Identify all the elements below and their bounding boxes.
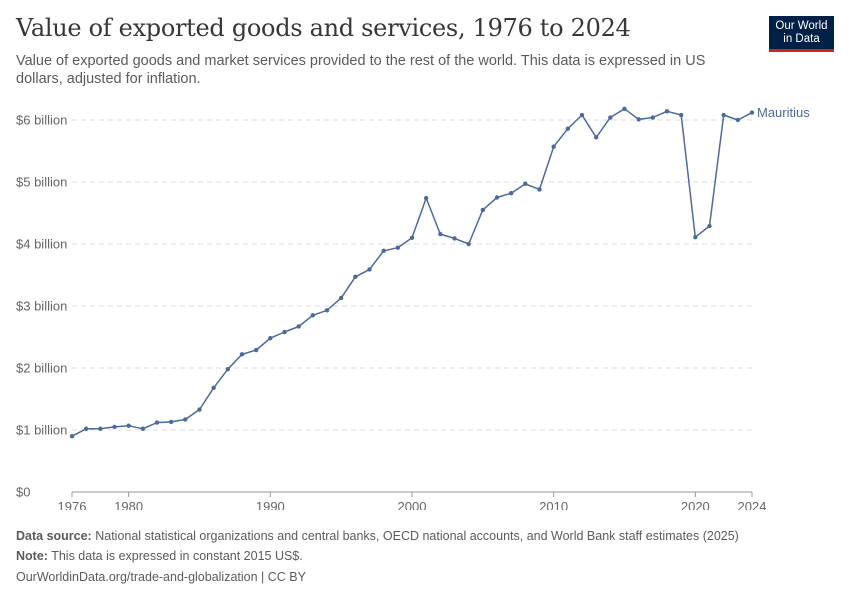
data-point[interactable] [438,231,443,237]
chart-title: Value of exported goods and services, 19… [16,14,631,42]
data-point[interactable] [523,181,528,187]
data-point[interactable] [154,420,160,425]
data-point[interactable] [183,417,188,422]
data-point[interactable] [494,195,500,200]
data-point[interactable] [749,110,755,115]
series-layer: Mauritius [69,105,810,439]
data-point[interactable] [707,223,712,229]
data-point[interactable] [423,195,429,201]
x-tick-label: 2020 [681,499,710,510]
data-point[interactable] [622,106,627,112]
x-tick-label: 2024 [738,499,767,510]
data-point[interactable] [480,207,486,213]
data-note: Note: This data is expressed in constant… [16,549,303,563]
y-tick-label: $5 billion [16,175,67,190]
data-point[interactable] [537,187,542,192]
y-axis-labels: $0 $1 billion $2 billion $3 billion $4 billi… [16,113,67,500]
x-tick-label: 2000 [398,499,427,510]
data-point[interactable] [721,112,726,118]
note-label: Note: [16,549,48,563]
data-point[interactable] [225,367,231,372]
source-text: National statistical organizations and c… [95,529,739,543]
data-point[interactable] [98,426,103,431]
y-tick-label: $0 [16,485,30,500]
data-point[interactable] [239,352,245,357]
data-point[interactable] [381,248,386,254]
data-point[interactable] [650,115,656,120]
y-tick-label: $6 billion [16,113,67,128]
chart-subtitle: Value of exported goods and market servi… [16,53,706,87]
source-label: Data source: [16,529,92,543]
data-point[interactable] [197,407,202,412]
data-point[interactable] [565,126,571,131]
data-point[interactable] [367,267,372,272]
logo-line-1: Our World [775,20,828,32]
data-point[interactable] [338,295,344,301]
data-source: Data source: National statistical organi… [16,529,739,543]
data-point[interactable] [608,115,613,120]
note-text: This data is expressed in constant 2015 … [51,549,303,563]
data-point[interactable] [253,347,259,353]
data-point[interactable] [140,426,146,431]
data-point[interactable] [466,241,471,247]
data-point[interactable] [296,324,301,329]
data-point[interactable] [551,144,556,149]
data-point[interactable] [324,308,330,313]
data-point[interactable] [508,190,514,196]
data-point[interactable] [211,385,216,391]
x-tick-label: 1976 [58,499,87,510]
x-axis [71,491,753,497]
data-point[interactable] [664,109,670,114]
grid-lines [72,119,752,431]
data-point[interactable] [593,135,599,140]
data-point[interactable] [636,117,641,122]
data-point[interactable] [353,274,358,280]
data-point[interactable] [395,245,401,250]
source-url[interactable]: OurWorldinData.org/trade-and-globalizati… [16,570,306,584]
data-point[interactable] [112,424,117,430]
data-point[interactable] [126,423,131,428]
data-point[interactable] [579,112,585,118]
y-tick-label: $3 billion [16,299,67,314]
data-point[interactable] [69,434,75,439]
data-point[interactable] [678,112,684,118]
series-line[interactable] [71,108,753,437]
x-tick-label: 2010 [539,499,568,510]
data-point[interactable] [282,329,287,335]
data-point[interactable] [83,426,89,431]
x-tick-label: 1980 [114,499,143,510]
data-point[interactable] [693,234,698,240]
data-point[interactable] [735,117,741,123]
y-tick-label: $1 billion [16,423,67,438]
y-tick-label: $2 billion [16,361,67,376]
logo-line-2: in Data [783,33,820,45]
data-point[interactable] [268,336,273,341]
data-point[interactable] [168,419,174,425]
x-axis-labels: 1976 1980 1990 2000 2010 2020 2024 [58,499,767,510]
owid-logo[interactable]: Our World in Data [769,16,834,52]
x-tick-label: 1990 [256,499,285,510]
data-point[interactable] [310,313,316,318]
y-tick-label: $4 billion [16,237,67,252]
data-point[interactable] [452,236,457,241]
data-point[interactable] [409,235,415,240]
line-chart: $0 $1 billion $2 billion $3 billion $4 billi… [16,105,810,510]
series-label: Mauritius [757,105,810,120]
